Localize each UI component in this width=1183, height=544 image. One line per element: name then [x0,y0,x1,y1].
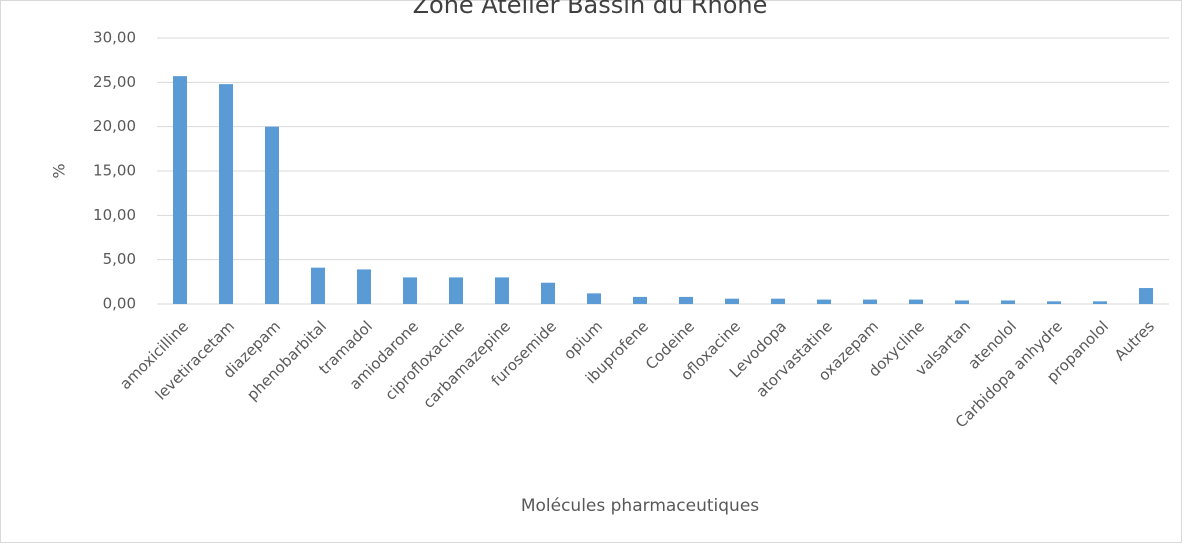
bar [173,76,187,304]
bar [1001,300,1015,304]
bar [1047,301,1061,304]
bar [955,300,969,304]
bar [541,282,555,304]
bar [771,298,785,304]
bar [495,277,509,304]
x-axis-title: Molécules pharmaceutiques [521,496,759,516]
y-tick-label: 20,00 [93,117,136,135]
y-tick-label: 10,00 [93,206,136,224]
bar [1139,288,1153,304]
y-tick-label: 30,00 [93,29,136,47]
y-axis-title: % [50,163,69,178]
bar [817,299,831,304]
bar [403,277,417,304]
bar [679,296,693,304]
bar [587,293,601,304]
bar [449,277,463,304]
y-tick-label: 5,00 [103,250,136,268]
y-tick-label: 0,00 [103,295,136,313]
y-tick-label: 15,00 [93,162,136,180]
bar [311,267,325,304]
bar [219,84,233,305]
bar [1093,301,1107,304]
bar [265,126,279,305]
bar [725,298,739,304]
chart-title: Zone Atelier Bassin du Rhône [413,0,768,19]
bar [909,299,923,304]
bar [863,299,877,304]
bar [633,296,647,304]
y-tick-label: 25,00 [93,73,136,91]
bar [357,269,371,304]
